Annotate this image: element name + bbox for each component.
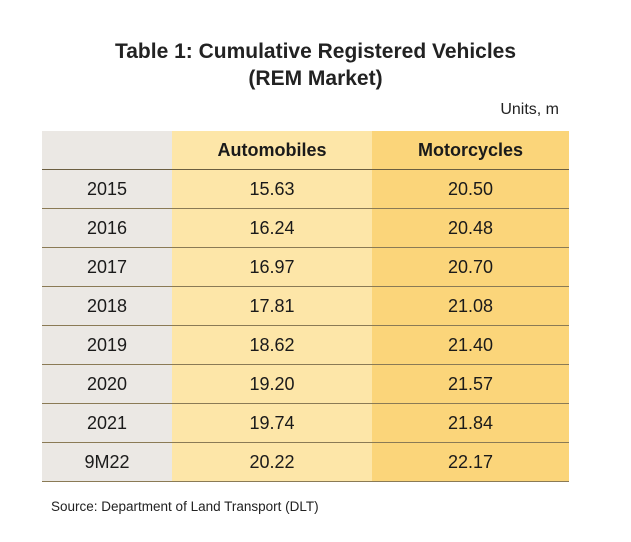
- header-row: Automobiles Motorcycles: [42, 131, 569, 170]
- cell-automobiles: 16.97: [172, 247, 372, 287]
- table-row: 2018 17.81 21.08: [42, 286, 569, 326]
- table-row: 2016 16.24 20.48: [42, 208, 569, 248]
- cell-automobiles: 19.20: [172, 364, 372, 404]
- cell-automobiles: 15.63: [172, 169, 372, 209]
- header-automobiles: Automobiles: [172, 131, 372, 170]
- cell-year: 2017: [42, 247, 172, 287]
- cell-automobiles: 20.22: [172, 442, 372, 482]
- cell-motorcycles: 21.84: [372, 403, 569, 443]
- table-title-line-2: (REM Market): [248, 67, 383, 90]
- cell-year: 2016: [42, 208, 172, 248]
- cell-motorcycles: 21.57: [372, 364, 569, 404]
- table-row: 2019 18.62 21.40: [42, 325, 569, 365]
- table-row: 2021 19.74 21.84: [42, 403, 569, 443]
- cell-motorcycles: 20.70: [372, 247, 569, 287]
- table-row: 2017 16.97 20.70: [42, 247, 569, 287]
- cell-automobiles: 17.81: [172, 286, 372, 326]
- cell-motorcycles: 21.40: [372, 325, 569, 365]
- cell-year: 2015: [42, 169, 172, 209]
- cell-motorcycles: 21.08: [372, 286, 569, 326]
- table-row: 2015 15.63 20.50: [42, 169, 569, 209]
- cell-motorcycles: 22.17: [372, 442, 569, 482]
- cell-year: 2021: [42, 403, 172, 443]
- cell-automobiles: 18.62: [172, 325, 372, 365]
- cell-motorcycles: 20.48: [372, 208, 569, 248]
- vehicles-table: Automobiles Motorcycles 2015 15.63 20.50 20…: [42, 131, 569, 482]
- table-title: Table 1: Cumulative Registered Vehicles …: [0, 38, 631, 92]
- cell-automobiles: 19.74: [172, 403, 372, 443]
- cell-motorcycles: 20.50: [372, 169, 569, 209]
- source-note: Source: Department of Land Transport (DL…: [51, 499, 319, 514]
- header-year: [42, 131, 172, 170]
- cell-year: 9M22: [42, 442, 172, 482]
- cell-year: 2018: [42, 286, 172, 326]
- table-row: 2020 19.20 21.57: [42, 364, 569, 404]
- table-title-line-1: Table 1: Cumulative Registered Vehicles: [114, 40, 517, 63]
- table-body: 2015 15.63 20.50 2016 16.24 20.48 2017 16.97 20.…: [42, 169, 569, 482]
- table-row: 9M22 20.22 22.17: [42, 442, 569, 482]
- cell-automobiles: 16.24: [172, 208, 372, 248]
- units-label: Units, m: [500, 101, 559, 118]
- cell-year: 2020: [42, 364, 172, 404]
- cell-year: 2019: [42, 325, 172, 365]
- header-motorcycles: Motorcycles: [372, 131, 569, 170]
